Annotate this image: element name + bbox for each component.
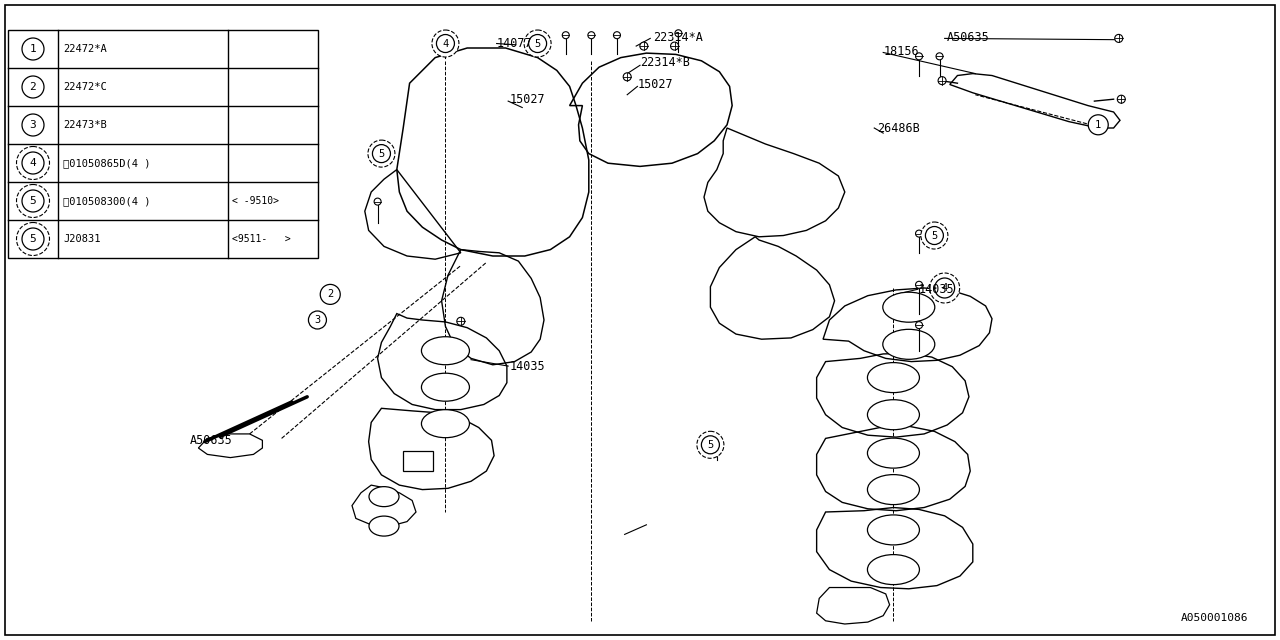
Text: 5: 5 <box>379 148 384 159</box>
Circle shape <box>701 436 719 454</box>
Circle shape <box>17 184 50 218</box>
Circle shape <box>22 190 44 212</box>
Text: 2: 2 <box>29 82 36 92</box>
Text: 14077: 14077 <box>497 37 532 50</box>
Circle shape <box>17 147 50 179</box>
Text: 4: 4 <box>443 38 448 49</box>
Circle shape <box>372 145 390 163</box>
Text: 22314*A: 22314*A <box>653 31 703 44</box>
Text: 5: 5 <box>708 440 713 450</box>
Circle shape <box>529 35 547 52</box>
Text: < -9510>: < -9510> <box>232 196 279 206</box>
Text: 5: 5 <box>932 230 937 241</box>
Text: 1: 1 <box>1096 120 1101 130</box>
Circle shape <box>929 273 960 303</box>
Circle shape <box>22 38 44 60</box>
Text: 26486B: 26486B <box>877 122 919 134</box>
Circle shape <box>22 114 44 136</box>
Circle shape <box>308 311 326 329</box>
Text: 5: 5 <box>29 196 36 206</box>
Text: 3: 3 <box>29 120 36 130</box>
Circle shape <box>1117 95 1125 103</box>
Ellipse shape <box>421 337 470 365</box>
Text: 15027: 15027 <box>509 93 545 106</box>
Circle shape <box>431 30 460 57</box>
Ellipse shape <box>369 516 399 536</box>
Text: 2: 2 <box>328 289 333 300</box>
Circle shape <box>671 42 678 50</box>
Circle shape <box>915 53 923 60</box>
Text: 22314*B: 22314*B <box>640 56 690 69</box>
Circle shape <box>22 152 44 174</box>
Circle shape <box>613 32 621 38</box>
Text: A50635: A50635 <box>189 434 232 447</box>
Circle shape <box>524 30 552 57</box>
Text: 1: 1 <box>29 44 36 54</box>
Circle shape <box>713 437 721 444</box>
Text: J20831: J20831 <box>63 234 101 244</box>
Circle shape <box>1088 115 1108 135</box>
Circle shape <box>915 282 923 288</box>
Ellipse shape <box>421 373 470 401</box>
Circle shape <box>378 144 385 150</box>
Circle shape <box>374 198 381 205</box>
Text: 14035: 14035 <box>509 360 545 372</box>
Ellipse shape <box>421 410 470 438</box>
Text: A50635: A50635 <box>947 31 989 44</box>
Ellipse shape <box>868 555 919 584</box>
Text: 22472*C: 22472*C <box>63 82 106 92</box>
Circle shape <box>588 32 595 38</box>
Text: 4: 4 <box>29 158 36 168</box>
Text: Ⓑ01050865D(4 ): Ⓑ01050865D(4 ) <box>63 158 151 168</box>
Bar <box>403 451 433 471</box>
Circle shape <box>934 278 955 298</box>
Circle shape <box>367 140 396 167</box>
Circle shape <box>925 227 943 244</box>
Text: 22472*A: 22472*A <box>63 44 106 54</box>
Ellipse shape <box>883 330 934 359</box>
Text: Ⓑ010508300(4 ): Ⓑ010508300(4 ) <box>63 196 151 206</box>
Circle shape <box>457 317 465 325</box>
Circle shape <box>920 222 948 249</box>
Circle shape <box>17 223 50 255</box>
Circle shape <box>936 53 943 60</box>
Circle shape <box>436 35 454 52</box>
Circle shape <box>915 322 923 328</box>
Circle shape <box>623 73 631 81</box>
Circle shape <box>938 77 946 84</box>
Circle shape <box>534 32 541 38</box>
Circle shape <box>442 35 449 42</box>
Bar <box>8 30 317 258</box>
Text: 22473*B: 22473*B <box>63 120 106 130</box>
Circle shape <box>675 30 682 36</box>
Circle shape <box>915 230 923 237</box>
Ellipse shape <box>369 486 399 507</box>
Circle shape <box>320 284 340 305</box>
Text: <9511-   >: <9511- > <box>232 234 291 244</box>
Ellipse shape <box>868 400 919 429</box>
Text: 3: 3 <box>315 315 320 325</box>
Ellipse shape <box>868 475 919 504</box>
Circle shape <box>640 42 648 50</box>
Text: 14035: 14035 <box>919 283 955 296</box>
Text: 15027: 15027 <box>637 78 673 91</box>
Text: 18156: 18156 <box>883 45 919 58</box>
Ellipse shape <box>883 292 934 322</box>
Circle shape <box>22 76 44 98</box>
Circle shape <box>1115 35 1123 42</box>
Circle shape <box>22 228 44 250</box>
Text: 5: 5 <box>29 234 36 244</box>
Ellipse shape <box>868 363 919 392</box>
Text: 5: 5 <box>535 38 540 49</box>
Circle shape <box>562 32 570 38</box>
Circle shape <box>696 431 724 458</box>
Ellipse shape <box>868 515 919 545</box>
Text: 4: 4 <box>942 283 947 293</box>
Ellipse shape <box>868 438 919 468</box>
Text: A050001086: A050001086 <box>1180 612 1248 623</box>
